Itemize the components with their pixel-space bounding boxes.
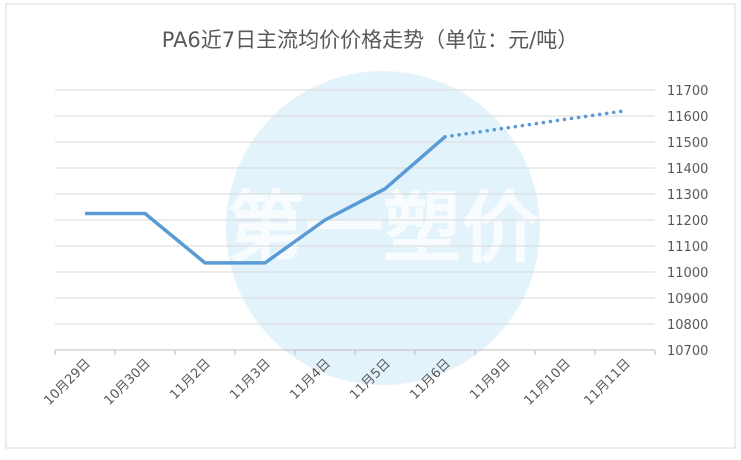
y-tick-label: 11700 bbox=[667, 84, 708, 99]
series-line bbox=[443, 109, 627, 139]
y-tick-label: 11500 bbox=[667, 136, 708, 151]
y-tick-label: 10800 bbox=[667, 318, 708, 333]
y-tick-label: 11400 bbox=[667, 162, 708, 177]
y-tick-label: 11000 bbox=[667, 266, 708, 281]
series-line bbox=[85, 135, 447, 265]
chart-title: PA6近7日主流均价价格走势（单位：元/吨） bbox=[162, 28, 578, 52]
y-tick-label: 11200 bbox=[667, 214, 708, 229]
y-tick-label: 11600 bbox=[667, 110, 708, 125]
y-tick-label: 11300 bbox=[667, 188, 708, 203]
y-tick-label: 10700 bbox=[667, 344, 708, 359]
y-tick-label: 10900 bbox=[667, 292, 708, 307]
watermark: 第一塑价 bbox=[227, 184, 539, 274]
y-tick-label: 11100 bbox=[667, 240, 708, 255]
watermark-circle bbox=[226, 71, 540, 385]
